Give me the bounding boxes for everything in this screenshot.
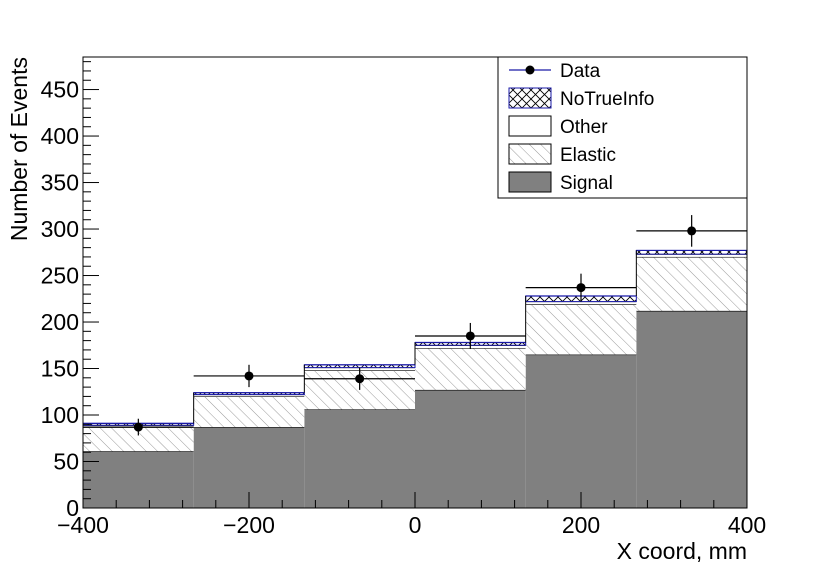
- data-points: [83, 215, 747, 436]
- legend-label-notrueinfo: NoTrueInfo: [560, 89, 654, 110]
- axes: 0 50 100 150 200 250 300 350 400 450 −400 −200 0 200 4…: [41, 61, 766, 538]
- y-tick-label: 400: [41, 123, 79, 149]
- y-tick-label: 50: [53, 449, 79, 475]
- bar-signal: [525, 354, 637, 508]
- data-point: [355, 374, 365, 384]
- bar-signal: [415, 389, 526, 508]
- data-point: [576, 283, 586, 293]
- legend-label-other: Other: [560, 117, 608, 138]
- bar-other: [636, 254, 747, 257]
- x-axis-title: X coord, mm: [617, 538, 747, 564]
- legend-symbol-notrueinfo: [508, 87, 552, 109]
- bar-signal: [83, 451, 194, 508]
- y-tick-label: 150: [41, 356, 79, 382]
- bar-signal: [304, 409, 415, 508]
- bar-other: [525, 301, 637, 305]
- y-tick-label: 350: [41, 170, 79, 196]
- y-axis-title: Number of Events: [6, 57, 32, 241]
- legend-label-data: Data: [560, 61, 601, 82]
- legend-label-elastic: Elastic: [560, 145, 616, 166]
- y-tick-label: 100: [41, 402, 79, 428]
- histogram-stack: [82, 249, 748, 508]
- y-tick-label: 250: [41, 263, 79, 289]
- bar-elastic: [525, 304, 637, 355]
- y-tick-label: 200: [41, 309, 79, 335]
- bar-elastic: [415, 348, 526, 390]
- bar-other: [193, 394, 305, 397]
- data-point: [687, 226, 697, 236]
- legend-symbol-signal: [508, 171, 552, 193]
- legend-label-signal: Signal: [560, 173, 613, 194]
- data-point: [465, 331, 475, 341]
- bar-signal: [636, 310, 747, 508]
- x-tick-label: 0: [409, 512, 422, 538]
- x-tick-label: 200: [562, 512, 600, 538]
- legend-symbol-elastic: [508, 143, 552, 165]
- legend-marker-data: [525, 65, 535, 75]
- legend: Data NoTrueInfo Other Elastic Signal: [497, 56, 748, 199]
- legend-symbol-other: [508, 115, 552, 137]
- y-tick-label: 450: [41, 77, 79, 103]
- bar-elastic: [636, 256, 747, 311]
- data-point: [244, 371, 254, 381]
- x-tick-label: −400: [57, 512, 109, 538]
- y-tick-label: 300: [41, 216, 79, 242]
- x-tick-label: 400: [728, 512, 766, 538]
- x-tick-label: −200: [223, 512, 275, 538]
- data-point: [133, 422, 143, 432]
- bar-elastic: [193, 396, 305, 428]
- y-tick-label: 0: [66, 495, 79, 521]
